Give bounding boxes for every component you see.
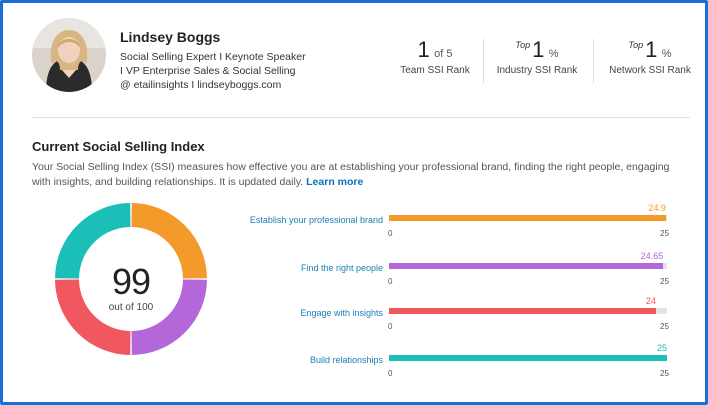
bar-value: 25 bbox=[656, 343, 667, 353]
component-insights: Engage with insights 24 0 25 bbox=[233, 296, 683, 348]
donut-segment-people bbox=[131, 279, 207, 355]
rank-value: 1 bbox=[645, 37, 658, 62]
donut-segment-insights bbox=[55, 279, 131, 355]
headline-line: I VP Enterprise Sales & Social Selling bbox=[120, 65, 296, 77]
ssi-score: 99 bbox=[111, 261, 151, 302]
bar-max: 25 bbox=[660, 229, 669, 238]
bar-track: 24.9 bbox=[389, 203, 667, 221]
headline-line: @ etailinsights I lindseyboggs.com bbox=[120, 79, 282, 91]
component-label[interactable]: Establish your professional brand bbox=[249, 215, 383, 225]
bar-min: 0 bbox=[388, 369, 393, 378]
ssi-description: Your Social Selling Index (SSI) measures… bbox=[32, 160, 682, 190]
bar-value: 24.65 bbox=[640, 251, 664, 261]
profile-avatar[interactable] bbox=[32, 18, 106, 92]
learn-more-link[interactable]: Learn more bbox=[306, 176, 364, 188]
profile-name[interactable]: Lindsey Boggs bbox=[120, 29, 221, 45]
rank-divider bbox=[483, 39, 484, 83]
headline-line: Social Selling Expert I Keynote Speaker bbox=[120, 51, 306, 63]
component-people: Find the right people 24.65 0 25 bbox=[233, 251, 683, 303]
rank-label: Industry SSI Rank bbox=[496, 65, 578, 76]
bar-min: 0 bbox=[388, 277, 393, 286]
component-label[interactable]: Find the right people bbox=[300, 263, 383, 273]
component-relationships: Build relationships 25 0 25 bbox=[233, 343, 683, 395]
ssi-description-text: Your Social Selling Index (SSI) measures… bbox=[32, 161, 670, 188]
bar-max: 25 bbox=[660, 277, 669, 286]
bar-track: 25 bbox=[389, 343, 667, 361]
component-label[interactable]: Build relationships bbox=[309, 355, 383, 365]
bar-fill bbox=[389, 308, 656, 314]
bar-fill bbox=[389, 215, 666, 221]
network-ssi-rank: Top1 % Network SSI Rank bbox=[603, 37, 697, 76]
rank-divider bbox=[593, 39, 594, 83]
bar-value: 24 bbox=[645, 296, 656, 306]
bar-max: 25 bbox=[660, 369, 669, 378]
bar-max: 25 bbox=[660, 322, 669, 331]
bar-track: 24.65 bbox=[389, 251, 667, 269]
component-brand: Establish your professional brand 24.9 0… bbox=[233, 203, 683, 255]
bar-value: 24.9 bbox=[648, 203, 666, 213]
bar-fill bbox=[389, 263, 664, 269]
rank-prefix: Top bbox=[515, 40, 531, 50]
donut-segment-relationships bbox=[55, 203, 131, 279]
rank-prefix: Top bbox=[628, 40, 644, 50]
rank-label: Team SSI Rank bbox=[400, 65, 470, 76]
component-label[interactable]: Engage with insights bbox=[300, 308, 383, 318]
bar-min: 0 bbox=[388, 229, 393, 238]
rank-suffix: of 5 bbox=[434, 48, 453, 60]
ssi-title: Current Social Selling Index bbox=[32, 139, 205, 154]
ssi-score-subtitle: out of 100 bbox=[108, 302, 154, 313]
section-divider bbox=[32, 117, 690, 118]
team-ssi-rank: 1 of 5 Team SSI Rank bbox=[394, 37, 476, 76]
bar-min: 0 bbox=[388, 322, 393, 331]
rank-suffix: % bbox=[548, 48, 559, 60]
rank-value: 1 bbox=[417, 37, 430, 62]
industry-ssi-rank: Top1 % Industry SSI Rank bbox=[485, 37, 589, 76]
rank-suffix: % bbox=[661, 48, 672, 60]
bar-fill bbox=[389, 355, 667, 361]
bar-track: 24 bbox=[389, 296, 667, 314]
ssi-donut-chart bbox=[55, 203, 207, 355]
profile-headline: Social Selling Expert I Keynote Speaker … bbox=[120, 50, 325, 92]
donut-segment-brand bbox=[131, 203, 207, 279]
rank-label: Network SSI Rank bbox=[609, 65, 691, 76]
rank-value: 1 bbox=[532, 37, 545, 62]
